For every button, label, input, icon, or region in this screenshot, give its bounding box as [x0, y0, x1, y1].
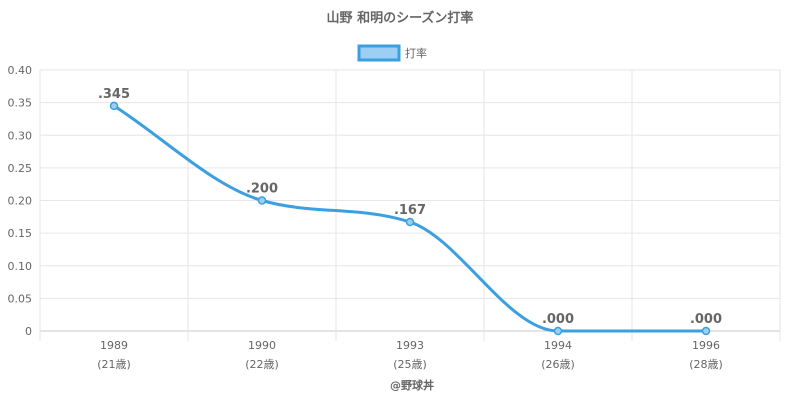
x-tick-sublabel: (22歳): [245, 358, 279, 371]
data-label: .000: [542, 312, 574, 327]
series-layer: [109, 101, 711, 336]
grid: [39, 69, 781, 341]
y-tick-label: 0.35: [8, 97, 33, 110]
y-tick-label: 0.40: [8, 64, 33, 77]
y-tick-label: 0.10: [8, 260, 33, 273]
data-point[interactable]: [405, 217, 415, 227]
x-tick-sublabel: (28歳): [689, 358, 723, 371]
y-tick-label: 0.15: [8, 227, 33, 240]
y-tick-label: 0.20: [8, 195, 33, 208]
x-tick-label: 1996: [692, 339, 720, 352]
x-axis: 1989 (21歳) 1990 (22歳) 1993 (25歳) 1994 (26歳) 1996…: [97, 339, 723, 371]
data-label: .200: [246, 182, 278, 197]
x-tick-sublabel: (25歳): [393, 358, 427, 371]
data-point[interactable]: [701, 326, 711, 336]
y-tick-label: 0.25: [8, 162, 33, 175]
x-tick-sublabel: (26歳): [541, 358, 575, 371]
x-tick-label: 1990: [248, 339, 276, 352]
x-tick-sublabel: (21歳): [97, 358, 131, 371]
x-tick-label: 1989: [100, 339, 128, 352]
data-point[interactable]: [257, 196, 267, 205]
legend-label: 打率: [405, 46, 427, 60]
legend[interactable]: 打率: [357, 44, 427, 62]
y-tick-label: 0.05: [8, 292, 33, 305]
data-label: .000: [690, 312, 722, 327]
data-label: .167: [394, 203, 426, 218]
y-tick-label: 0.30: [8, 129, 33, 142]
x-tick-label: 1994: [544, 339, 572, 352]
y-tick-label: 0: [25, 325, 32, 338]
legend-swatch: [357, 44, 401, 62]
data-point[interactable]: [109, 101, 119, 111]
data-point[interactable]: [553, 326, 563, 336]
y-axis: 0 0.05 0.10 0.15 0.20 0.25 0.30 0.35 0.40: [8, 64, 33, 338]
data-labels: .345 .200 .167 .000 .000: [98, 87, 722, 327]
data-label: .345: [98, 87, 130, 102]
chart-title: 山野 和明のシーズン打率: [327, 10, 474, 26]
credit-text: @野球丼: [390, 378, 434, 392]
x-tick-label: 1993: [396, 339, 424, 352]
